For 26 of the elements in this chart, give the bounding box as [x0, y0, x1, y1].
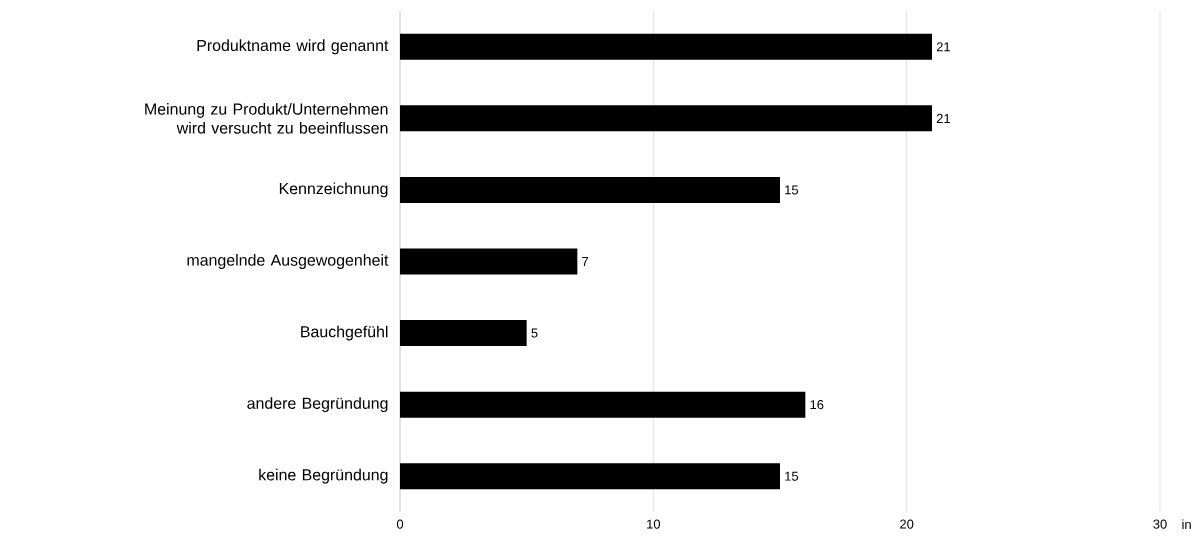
bar — [400, 176, 781, 203]
data-label: 15 — [785, 471, 799, 481]
bar — [400, 248, 578, 275]
data-label: 21 — [936, 113, 950, 123]
y-tick-label: Meinung zu Produkt/Unternehmen wird versucht zu beeinflussen — [145, 103, 388, 134]
data-label: 21 — [936, 42, 950, 52]
y-tick-label: mangelnde Ausgewogenheit — [187, 254, 389, 269]
data-label: 5 — [531, 328, 538, 338]
x-tick-label: 0 — [396, 519, 404, 529]
y-tick-label: Bauchgefühl — [301, 325, 388, 341]
bar — [400, 33, 933, 60]
bar — [400, 391, 806, 418]
y-tick-label: Produktname wird genannt — [197, 39, 389, 55]
x-tick-label: 10 — [647, 519, 661, 529]
y-tick-label: Kennzeichnung — [279, 182, 388, 198]
bar — [400, 463, 781, 490]
x-tick-label: 20 — [900, 519, 914, 529]
x-tick-label: 30 — [1153, 519, 1167, 529]
y-tick-label: andere Begründung — [247, 397, 388, 413]
x-axis-title: in — [1182, 519, 1191, 529]
y-tick-label: keine Begründung — [259, 468, 388, 484]
data-label: 16 — [810, 400, 824, 410]
data-label: 7 — [582, 257, 589, 266]
bar — [400, 320, 527, 347]
bar — [400, 105, 933, 132]
data-label: 15 — [785, 185, 799, 195]
